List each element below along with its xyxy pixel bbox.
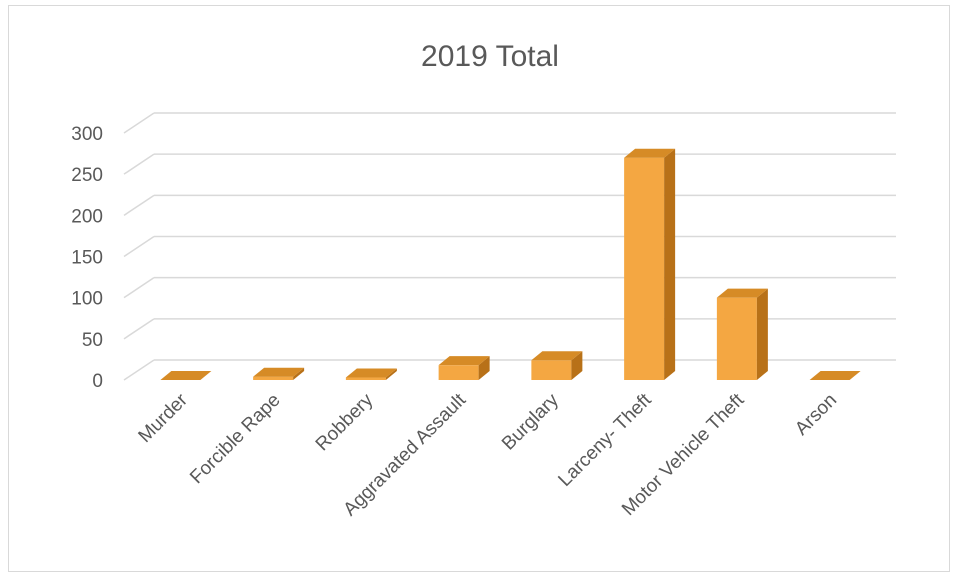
x-category-label: Arson bbox=[791, 390, 841, 440]
bar-front bbox=[716, 297, 757, 380]
bar bbox=[624, 148, 676, 380]
bar-side bbox=[293, 367, 305, 380]
chart-frame: 2019 Total 0 50 100 150 200 250 300 Murder Forc… bbox=[8, 5, 950, 572]
gridline-depth bbox=[123, 112, 155, 134]
y-tick-label: 50 bbox=[82, 330, 103, 351]
y-axis-ticks: 0 50 100 150 200 250 300 bbox=[71, 124, 103, 392]
bar-top bbox=[809, 371, 861, 380]
bar-side bbox=[664, 148, 676, 380]
y-tick-label: 250 bbox=[71, 165, 103, 186]
bar bbox=[809, 371, 861, 380]
bars bbox=[160, 148, 861, 380]
bar-side bbox=[385, 368, 397, 380]
y-tick-label: 200 bbox=[71, 206, 103, 227]
x-category-label: Murder bbox=[135, 389, 193, 447]
y-tick-label: 100 bbox=[71, 289, 103, 310]
bar bbox=[531, 351, 583, 380]
bar bbox=[438, 356, 490, 380]
bar bbox=[160, 371, 212, 380]
gridline-depth bbox=[123, 235, 155, 258]
bar-front bbox=[624, 157, 665, 380]
gridline-depth bbox=[123, 359, 155, 381]
x-category-label: Burglary bbox=[498, 389, 563, 454]
bar-front bbox=[531, 360, 572, 380]
y-tick-label: 0 bbox=[92, 371, 103, 392]
gridline-depth bbox=[123, 194, 155, 216]
bar-top bbox=[531, 351, 583, 361]
gridline-depth bbox=[123, 153, 155, 175]
bar-chart: 2019 Total 0 50 100 150 200 250 300 MurderForc… bbox=[71, 40, 896, 520]
x-category-label: Forcible Rape bbox=[186, 390, 284, 488]
bar-side bbox=[478, 356, 490, 380]
bar-top bbox=[624, 148, 676, 158]
gridline-depth bbox=[123, 318, 155, 340]
bar-top bbox=[345, 368, 397, 378]
bar-top bbox=[253, 367, 305, 377]
y-tick-label: 300 bbox=[71, 124, 103, 145]
x-category-label: Robbery bbox=[312, 389, 378, 455]
bar-side bbox=[756, 288, 768, 380]
bar-front bbox=[345, 377, 386, 380]
bar bbox=[345, 368, 397, 380]
gridlines bbox=[123, 112, 896, 381]
x-category-label: Larceny- Theft bbox=[554, 389, 656, 491]
bar-front bbox=[253, 376, 294, 380]
bar-side bbox=[571, 351, 583, 380]
gridline-depth bbox=[123, 277, 155, 299]
chart-title: 2019 Total bbox=[421, 40, 559, 73]
bar-top bbox=[716, 288, 768, 298]
bar-top bbox=[438, 356, 490, 366]
bar-top bbox=[160, 371, 212, 380]
y-tick-label: 150 bbox=[71, 248, 103, 269]
bar bbox=[716, 288, 768, 380]
bar-front bbox=[438, 365, 479, 380]
bar bbox=[253, 367, 305, 380]
